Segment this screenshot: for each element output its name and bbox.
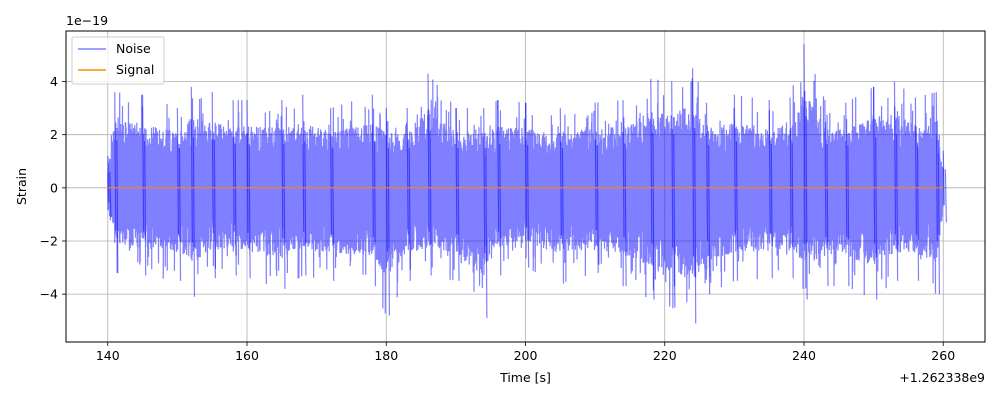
noise-trough <box>673 134 676 308</box>
noise-trough <box>116 139 119 273</box>
y-axis: −4 −2 0 2 4 <box>40 74 66 302</box>
noise-trough <box>234 143 237 276</box>
noise-peak <box>281 100 284 239</box>
noise-trough <box>144 141 147 276</box>
y-tick-label: −4 <box>40 287 58 302</box>
noise-peak <box>211 92 214 234</box>
x-tick-label: 140 <box>96 348 120 363</box>
noise-peak <box>873 86 876 244</box>
noise-trough <box>213 139 216 279</box>
noise-trough <box>944 169 947 223</box>
noise-peak <box>329 108 333 235</box>
noise-peak <box>935 92 938 241</box>
x-axis-label: Time [s] <box>499 370 551 385</box>
noise-trough <box>408 147 411 281</box>
noise-peak <box>302 94 305 232</box>
y-tick-label: −2 <box>40 233 58 248</box>
noise-trough <box>387 147 390 316</box>
x-tick-label: 260 <box>931 348 955 363</box>
legend: Noise Signal <box>71 36 165 85</box>
noise-peak <box>176 108 180 235</box>
y-tick-label: 4 <box>50 74 58 89</box>
noise-peak <box>190 86 193 243</box>
y-axis-label: Strain <box>14 168 29 205</box>
noise-trough <box>847 145 850 287</box>
noise-trough <box>735 141 739 281</box>
noise-trough <box>457 147 460 281</box>
noise-trough <box>526 145 530 268</box>
noise-trough <box>708 145 711 295</box>
x-tick-label: 200 <box>514 348 538 363</box>
noise-trough <box>895 134 899 281</box>
noise-trough <box>373 141 377 287</box>
x-tick-label: 180 <box>374 348 398 363</box>
noise-peak <box>232 100 235 232</box>
noise-trough <box>694 128 697 324</box>
y-tick-label: 2 <box>50 127 58 142</box>
noise-peak <box>893 81 897 235</box>
noise-peak <box>803 44 806 244</box>
x-tick-label: 160 <box>235 348 259 363</box>
noise-trough <box>875 137 878 300</box>
plot-area <box>107 44 947 324</box>
x-tick-label: 240 <box>792 348 816 363</box>
noise-peak <box>114 92 117 231</box>
noise-trough <box>624 143 627 287</box>
noise-peak <box>789 97 792 234</box>
noise-peak <box>371 94 374 238</box>
noise-trough <box>332 147 335 281</box>
noise-trough <box>791 142 794 279</box>
noise-peak <box>524 102 528 228</box>
y-scale-label: 1e−19 <box>66 13 108 28</box>
noise-peak <box>671 81 674 248</box>
noise-peak <box>705 102 709 241</box>
noise-trough <box>596 145 599 273</box>
noise-peak <box>622 100 625 238</box>
noise-peak <box>845 102 848 238</box>
noise-trough <box>916 142 920 281</box>
noise-trough <box>429 130 432 276</box>
noise-peak <box>455 108 458 235</box>
legend-label-noise: Noise <box>116 41 151 56</box>
y-tick-label: 0 <box>50 180 58 195</box>
noise-peak <box>497 100 500 232</box>
noise-peak <box>559 108 562 236</box>
noise-peak <box>942 150 945 206</box>
noise-trough <box>485 147 488 319</box>
noise-peak <box>141 94 145 232</box>
noise-peak <box>427 73 430 232</box>
noise-peak <box>385 108 388 252</box>
x-tick-label: 220 <box>653 348 677 363</box>
x-axis: 140 160 180 200 220 240 260 <box>96 342 955 363</box>
noise-peak <box>483 108 486 253</box>
noise-trough <box>499 143 502 276</box>
noise-peak <box>650 78 653 244</box>
noise-trough <box>805 116 808 300</box>
x-offset-label: +1.262338e9 <box>899 370 985 385</box>
noise-trough <box>178 147 182 281</box>
noise-peak <box>406 108 409 235</box>
noise-trough <box>304 141 307 276</box>
legend-label-signal: Signal <box>116 62 154 77</box>
noise-trough <box>937 139 940 295</box>
noise-trough <box>770 143 773 279</box>
noise-trough <box>826 143 829 287</box>
noise-trough <box>109 171 112 218</box>
noise-trough <box>561 147 565 284</box>
noise-trough <box>248 143 251 279</box>
noise-peak <box>107 155 110 203</box>
noise-peak <box>733 94 737 235</box>
noise-trough <box>192 137 196 297</box>
noise-trough <box>652 133 655 300</box>
noise-peak <box>914 97 918 235</box>
noise-peak <box>246 100 249 234</box>
noise-trough <box>283 143 286 289</box>
noise-peak <box>594 102 597 231</box>
noise-peak <box>824 100 827 238</box>
noise-peak <box>768 100 771 234</box>
noise-peak <box>691 68 695 256</box>
